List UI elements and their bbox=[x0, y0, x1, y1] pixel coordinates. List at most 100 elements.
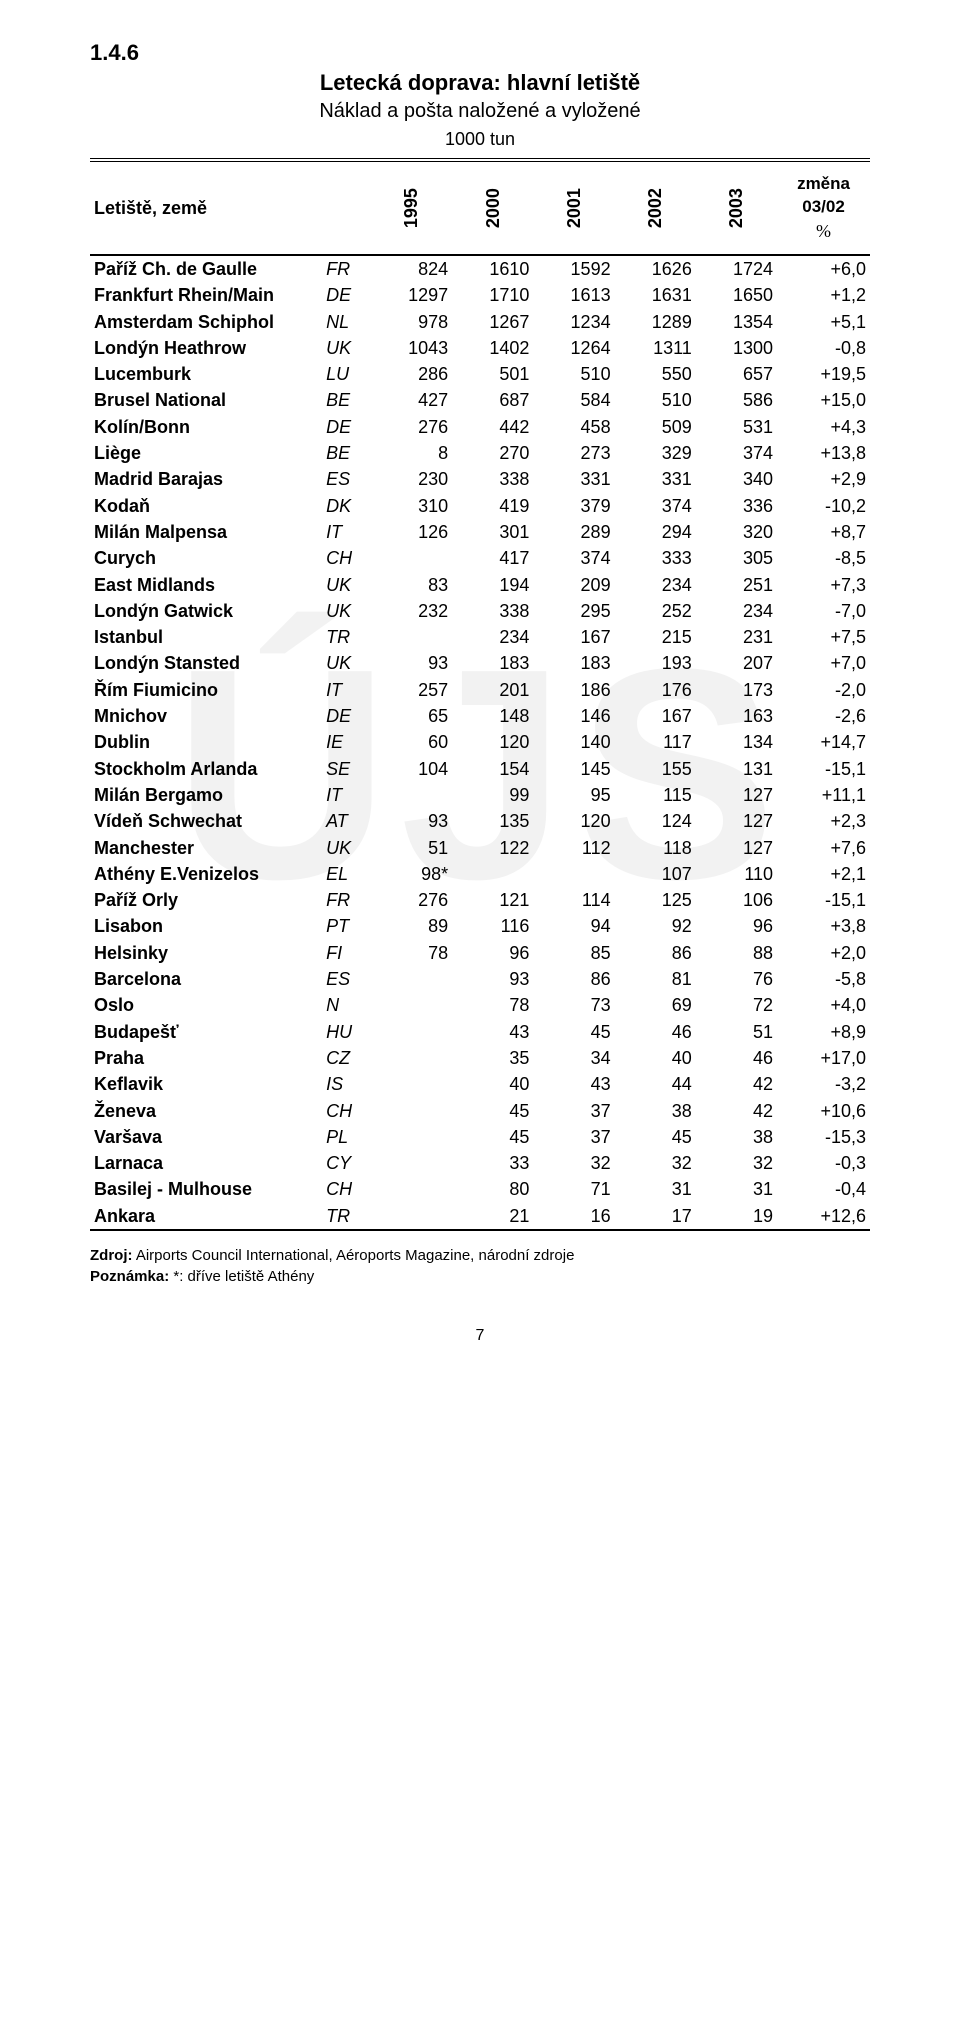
value-cell: 331 bbox=[533, 466, 614, 492]
change-cell: -7,0 bbox=[777, 598, 870, 624]
value-cell: 117 bbox=[615, 729, 696, 755]
value-cell: 38 bbox=[615, 1098, 696, 1124]
change-cell: +2,0 bbox=[777, 940, 870, 966]
country-code: SE bbox=[322, 756, 371, 782]
airport-name: Curych bbox=[90, 545, 322, 571]
table-row: Madrid BarajasES230338331331340+2,9 bbox=[90, 466, 870, 492]
value-cell: 116 bbox=[452, 913, 533, 939]
value-cell: 46 bbox=[615, 1019, 696, 1045]
country-code: HU bbox=[322, 1019, 371, 1045]
value-cell: 145 bbox=[533, 756, 614, 782]
value-cell bbox=[533, 861, 614, 887]
table-row: LiègeBE8270273329374+13,8 bbox=[90, 440, 870, 466]
country-code: IT bbox=[322, 677, 371, 703]
value-cell: 89 bbox=[371, 913, 452, 939]
change-cell: +10,6 bbox=[777, 1098, 870, 1124]
airport-name: Stockholm Arlanda bbox=[90, 756, 322, 782]
value-cell: 338 bbox=[452, 466, 533, 492]
value-cell: 86 bbox=[533, 966, 614, 992]
value-cell: 146 bbox=[533, 703, 614, 729]
value-cell: 124 bbox=[615, 808, 696, 834]
country-code: UK bbox=[322, 335, 371, 361]
value-cell: 234 bbox=[452, 624, 533, 650]
change-cell: -15,3 bbox=[777, 1124, 870, 1150]
value-cell: 374 bbox=[533, 545, 614, 571]
value-cell: 276 bbox=[371, 414, 452, 440]
value-cell: 31 bbox=[696, 1176, 777, 1202]
value-cell: 374 bbox=[615, 493, 696, 519]
value-cell: 8 bbox=[371, 440, 452, 466]
airport-name: Amsterdam Schiphol bbox=[90, 309, 322, 335]
value-cell: 31 bbox=[615, 1176, 696, 1202]
value-cell: 442 bbox=[452, 414, 533, 440]
value-cell: 1592 bbox=[533, 255, 614, 282]
value-cell: 824 bbox=[371, 255, 452, 282]
table-row: Stockholm ArlandaSE104154145155131-15,1 bbox=[90, 756, 870, 782]
value-cell: 104 bbox=[371, 756, 452, 782]
airport-name: East Midlands bbox=[90, 572, 322, 598]
value-cell: 155 bbox=[615, 756, 696, 782]
airport-name: Kodaň bbox=[90, 493, 322, 519]
section-number: 1.4.6 bbox=[90, 40, 870, 66]
table-row: East MidlandsUK83194209234251+7,3 bbox=[90, 572, 870, 598]
change-cell: +11,1 bbox=[777, 782, 870, 808]
airport-name: Istanbul bbox=[90, 624, 322, 650]
value-cell: 115 bbox=[615, 782, 696, 808]
country-code: LU bbox=[322, 361, 371, 387]
value-cell: 186 bbox=[533, 677, 614, 703]
value-cell bbox=[371, 1124, 452, 1150]
value-cell: 1610 bbox=[452, 255, 533, 282]
value-cell: 154 bbox=[452, 756, 533, 782]
table-row: BudapešťHU43454651+8,9 bbox=[90, 1019, 870, 1045]
value-cell: 71 bbox=[533, 1176, 614, 1202]
value-cell: 257 bbox=[371, 677, 452, 703]
airport-name: Budapešť bbox=[90, 1019, 322, 1045]
value-cell: 125 bbox=[615, 887, 696, 913]
value-cell: 32 bbox=[533, 1150, 614, 1176]
table-row: ŽenevaCH45373842+10,6 bbox=[90, 1098, 870, 1124]
page-subtitle: Náklad a pošta naložené a vyložené bbox=[90, 100, 870, 123]
value-cell: 42 bbox=[696, 1098, 777, 1124]
value-cell: 98* bbox=[371, 861, 452, 887]
value-cell: 550 bbox=[615, 361, 696, 387]
value-cell: 1043 bbox=[371, 335, 452, 361]
country-code: CZ bbox=[322, 1045, 371, 1071]
country-code: UK bbox=[322, 598, 371, 624]
airport-name: Paříž Ch. de Gaulle bbox=[90, 255, 322, 282]
country-code: CH bbox=[322, 545, 371, 571]
value-cell: 46 bbox=[696, 1045, 777, 1071]
header-year-2003: 2003 bbox=[696, 160, 777, 255]
airport-name: Londýn Heathrow bbox=[90, 335, 322, 361]
change-cell: +5,1 bbox=[777, 309, 870, 335]
value-cell: 112 bbox=[533, 835, 614, 861]
value-cell: 45 bbox=[452, 1124, 533, 1150]
header-airport: Letiště, země bbox=[90, 160, 371, 255]
change-cell: -0,4 bbox=[777, 1176, 870, 1202]
value-cell: 687 bbox=[452, 387, 533, 413]
change-cell: -2,0 bbox=[777, 677, 870, 703]
value-cell: 45 bbox=[452, 1098, 533, 1124]
value-cell: 231 bbox=[696, 624, 777, 650]
change-cell: -15,1 bbox=[777, 887, 870, 913]
change-cell: +7,5 bbox=[777, 624, 870, 650]
value-cell: 107 bbox=[615, 861, 696, 887]
country-code: DK bbox=[322, 493, 371, 519]
table-row: PrahaCZ35344046+17,0 bbox=[90, 1045, 870, 1071]
value-cell: 93 bbox=[371, 808, 452, 834]
country-code: NL bbox=[322, 309, 371, 335]
airport-name: Lisabon bbox=[90, 913, 322, 939]
value-cell: 215 bbox=[615, 624, 696, 650]
change-cell: -5,8 bbox=[777, 966, 870, 992]
table-row: KeflavikIS40434442-3,2 bbox=[90, 1071, 870, 1097]
value-cell: 379 bbox=[533, 493, 614, 519]
country-code: TR bbox=[322, 1203, 371, 1230]
value-cell: 331 bbox=[615, 466, 696, 492]
airport-name: Dublin bbox=[90, 729, 322, 755]
value-cell: 32 bbox=[615, 1150, 696, 1176]
value-cell: 37 bbox=[533, 1124, 614, 1150]
value-cell: 333 bbox=[615, 545, 696, 571]
table-row: Vídeň SchwechatAT93135120124127+2,3 bbox=[90, 808, 870, 834]
value-cell: 1631 bbox=[615, 282, 696, 308]
value-cell: 80 bbox=[452, 1176, 533, 1202]
value-cell: 978 bbox=[371, 309, 452, 335]
